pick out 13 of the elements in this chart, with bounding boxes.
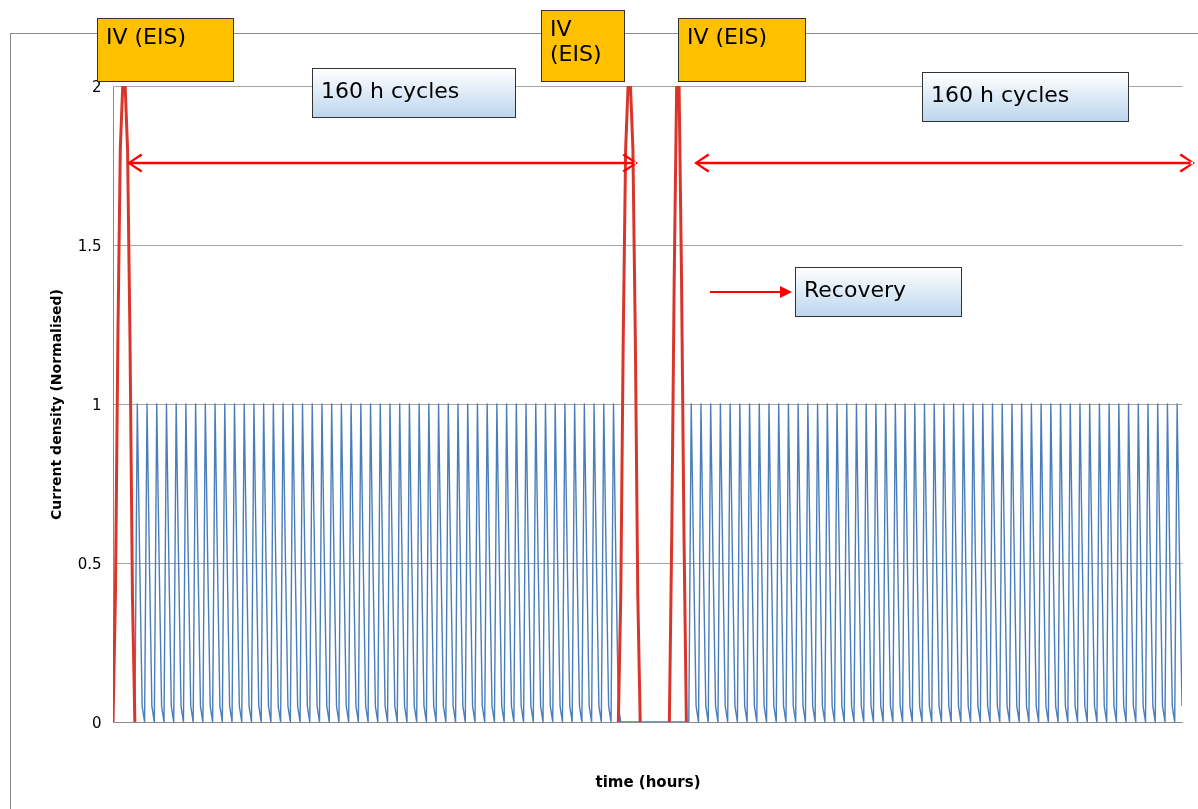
label-box: Recovery	[795, 267, 962, 317]
y-tick-label: 0.5	[77, 554, 102, 573]
y-tick-label: 1.5	[77, 236, 102, 255]
label-box: IV (EIS)	[97, 18, 234, 82]
line-series	[134, 403, 1182, 722]
label-box: 160 h cycles	[312, 68, 516, 118]
y-tick-label: 0	[91, 713, 102, 732]
x-axis-title: time (hours)	[595, 772, 701, 791]
y-tick-label: 1	[91, 395, 102, 414]
label-box: IV (EIS)	[541, 10, 625, 82]
y-axis-title: Current density (Normalised)	[47, 289, 64, 520]
label-box: 160 h cycles	[922, 72, 1129, 122]
label-box: IV (EIS)	[678, 18, 806, 82]
